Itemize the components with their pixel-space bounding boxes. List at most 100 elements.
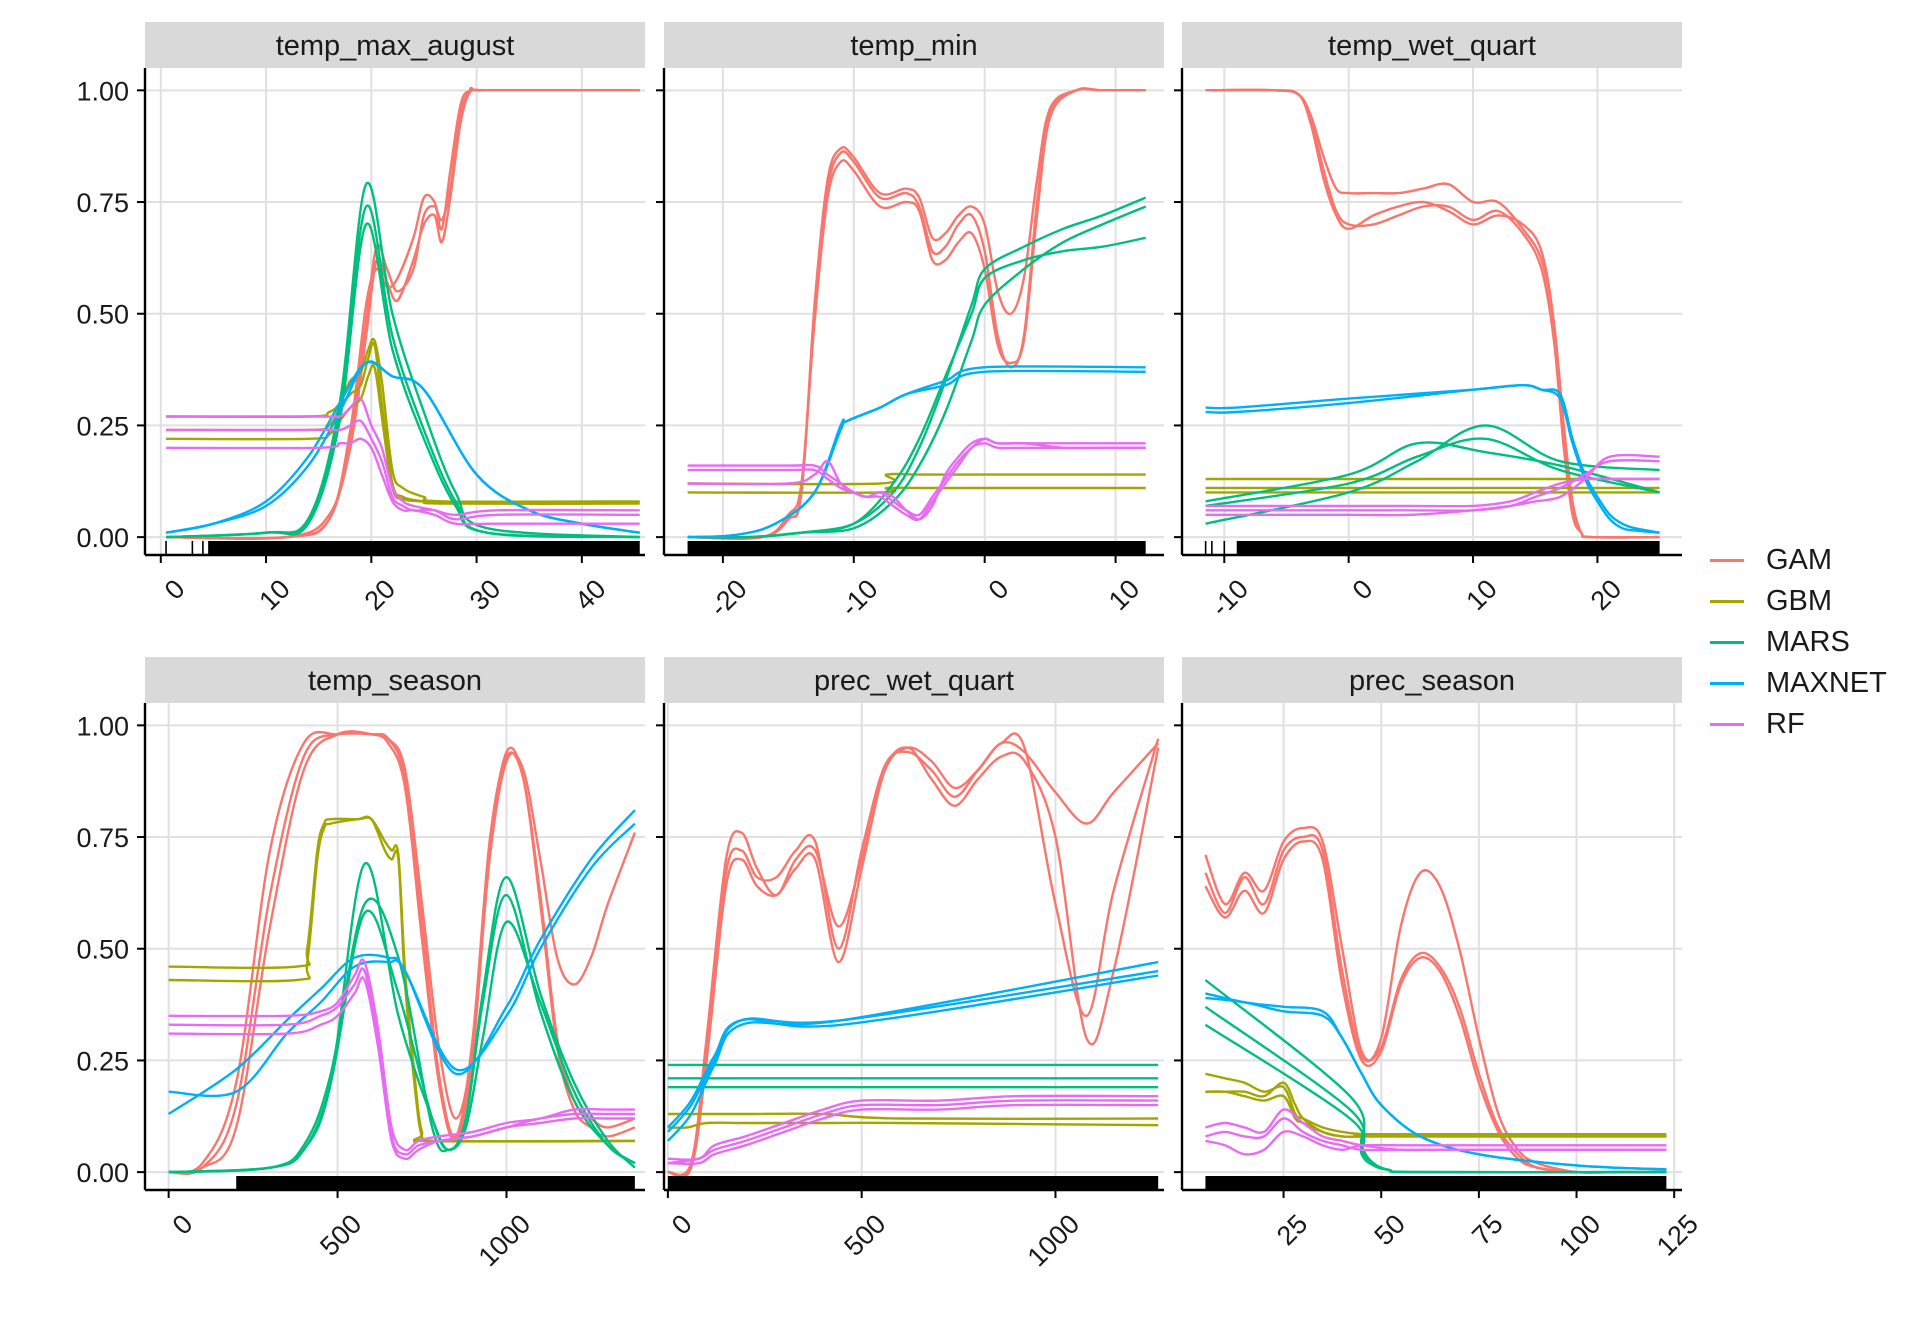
gridlines bbox=[664, 68, 1164, 555]
legend-label-maxnet: MAXNET bbox=[1766, 667, 1887, 699]
series-line-gbm bbox=[166, 337, 640, 503]
x-tick-label: 75 bbox=[1466, 1209, 1508, 1251]
legend-item-mars: MARS bbox=[1710, 622, 1887, 663]
x-tick-label: 10 bbox=[1103, 574, 1145, 616]
series-line-mars bbox=[168, 897, 636, 1174]
series-line-rf bbox=[166, 396, 640, 516]
series-line-rf bbox=[667, 1094, 1159, 1161]
series-line-rf bbox=[168, 967, 635, 1156]
series-line-gam bbox=[1204, 834, 1667, 1174]
panel-temp-max-august: temp_max_august 0.00 0.25 0.50 0.75 1.00 0 10 20… bbox=[76, 22, 645, 616]
series-line-gam bbox=[166, 86, 640, 540]
rug-marks bbox=[687, 541, 1146, 555]
panel-strip bbox=[1182, 22, 1682, 68]
x-tick-label: 100 bbox=[1553, 1209, 1606, 1262]
series-line-mars bbox=[687, 205, 1147, 539]
rug-band bbox=[667, 1176, 1159, 1190]
series-line-mars bbox=[1205, 424, 1660, 525]
series-line-maxnet bbox=[1205, 384, 1660, 534]
legend-label-rf: RF bbox=[1766, 708, 1805, 740]
panel-title: temp_wet_quart bbox=[1328, 30, 1536, 62]
legend-item-rf: RF bbox=[1710, 704, 1887, 745]
gridlines bbox=[1182, 68, 1682, 555]
legend-swatch-gbm bbox=[1710, 600, 1744, 603]
rug-marks bbox=[165, 541, 640, 555]
x-tick-label: 20 bbox=[359, 574, 401, 616]
legend-item-maxnet: MAXNET bbox=[1710, 663, 1887, 704]
y-tick-label: 0.50 bbox=[76, 935, 129, 965]
series-line-gam bbox=[1204, 839, 1667, 1174]
series-line-rf bbox=[667, 1099, 1159, 1165]
x-tick-label: 1000 bbox=[1022, 1209, 1086, 1273]
series-line-rf bbox=[166, 419, 640, 521]
rug-band bbox=[687, 541, 1146, 555]
rug-band bbox=[208, 541, 640, 555]
series-line-maxnet bbox=[666, 960, 1159, 1142]
panel-title: prec_wet_quart bbox=[814, 665, 1014, 697]
series-line-gam bbox=[667, 732, 1160, 1177]
y-tick-label: 0.50 bbox=[76, 300, 129, 330]
rug-marks bbox=[1205, 1176, 1667, 1190]
x-tick-label: 0 bbox=[666, 1209, 698, 1241]
series-line-gbm bbox=[166, 341, 640, 505]
x-tick-label: 500 bbox=[838, 1209, 891, 1262]
series-line-rf bbox=[168, 976, 635, 1161]
series-line-gam bbox=[1204, 825, 1667, 1174]
x-tick-label: -20 bbox=[704, 574, 753, 623]
x-tick-label: 30 bbox=[464, 574, 506, 616]
y-tick-label: 0.75 bbox=[76, 188, 129, 218]
series-line-mars bbox=[1204, 1023, 1667, 1174]
series-group bbox=[165, 86, 640, 540]
panel-title: prec_season bbox=[1349, 665, 1515, 697]
series-line-rf bbox=[1205, 477, 1660, 508]
panel-strip bbox=[664, 22, 1164, 68]
panel-strip bbox=[664, 657, 1164, 703]
x-tick-label: 0 bbox=[1347, 574, 1379, 606]
series-line-gam bbox=[667, 746, 1160, 1179]
rug-band bbox=[236, 1176, 635, 1190]
legend-item-gam: GAM bbox=[1710, 540, 1887, 581]
x-tick-label: 40 bbox=[569, 574, 611, 616]
x-tick-label: 125 bbox=[1651, 1209, 1704, 1262]
series-line-rf bbox=[1205, 1130, 1667, 1156]
legend-swatch-gam bbox=[1710, 559, 1744, 562]
series-line-gbm bbox=[1205, 1081, 1667, 1138]
x-tick-label: 10 bbox=[253, 574, 295, 616]
panel-strip bbox=[145, 657, 645, 703]
series-line-gbm bbox=[667, 1121, 1159, 1129]
panel-temp-wet-quart: temp_wet_quart -10 0 10 20 bbox=[1174, 22, 1682, 622]
legend-label-mars: MARS bbox=[1766, 626, 1850, 658]
series-line-maxnet bbox=[667, 974, 1159, 1129]
series-line-mars bbox=[1205, 437, 1660, 508]
x-tick-label: 1000 bbox=[473, 1209, 537, 1273]
series-line-gam bbox=[667, 740, 1160, 1177]
rug-band bbox=[1236, 541, 1660, 555]
panel-title: temp_max_august bbox=[276, 30, 515, 62]
series-group bbox=[167, 730, 637, 1175]
series-line-mars bbox=[166, 181, 640, 539]
gridlines bbox=[145, 68, 645, 555]
series-line-gbm bbox=[687, 472, 1146, 486]
series-line-gam bbox=[1205, 88, 1660, 539]
rug-band bbox=[1205, 1176, 1667, 1190]
x-tick-label: 25 bbox=[1271, 1209, 1313, 1251]
x-tick-label: 500 bbox=[314, 1209, 367, 1262]
panel-strip bbox=[1182, 657, 1682, 703]
legend-label-gbm: GBM bbox=[1766, 585, 1833, 617]
series-line-rf bbox=[687, 437, 1146, 517]
panel-temp-season: temp_season 0.00 0.25 0.50 0.75 1.00 0 500 1000 bbox=[76, 657, 645, 1272]
x-tick-label: 0 bbox=[983, 574, 1015, 606]
series-group bbox=[1204, 825, 1667, 1174]
gridlines bbox=[664, 703, 1164, 1190]
y-tick-label: 0.25 bbox=[76, 1046, 129, 1076]
legend-swatch-mars bbox=[1710, 641, 1744, 644]
series-line-gam bbox=[168, 731, 636, 1175]
series-group bbox=[1205, 88, 1660, 539]
series-line-maxnet bbox=[1205, 996, 1667, 1171]
series-line-gam bbox=[168, 730, 637, 1174]
series-line-gam bbox=[687, 87, 1146, 540]
chart-legend: GAM GBM MARS MAXNET RF bbox=[1710, 540, 1887, 745]
rug-marks bbox=[236, 1176, 635, 1190]
series-line-maxnet bbox=[666, 969, 1159, 1133]
panel-title: temp_min bbox=[850, 30, 977, 62]
